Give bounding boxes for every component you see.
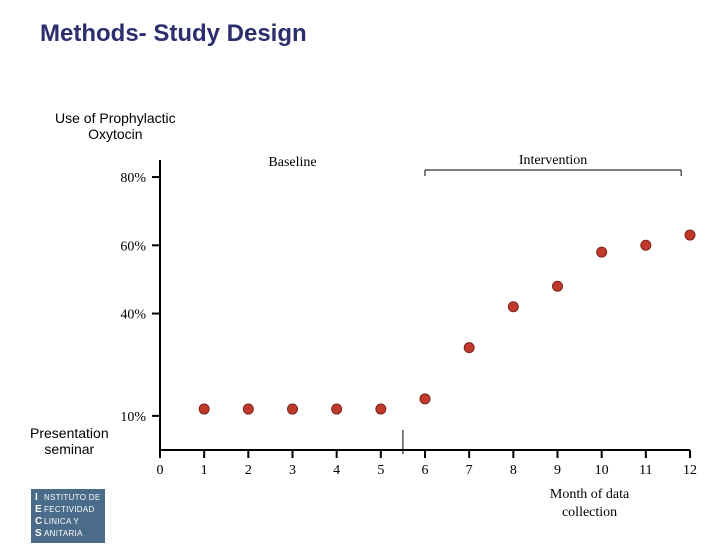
chart: 10%40%60%80%0123456789101112BaselineInte…	[0, 0, 720, 540]
logo: INSTITUTO DE EFECTIVIDAD CLINICA Y SANIT…	[30, 488, 106, 544]
logo-init-1: I	[35, 492, 44, 504]
intervention-label: Intervention	[519, 153, 587, 168]
data-point	[508, 302, 518, 312]
logo-rest-4: ANITARIA	[44, 529, 83, 538]
x-tick-label: 3	[289, 463, 296, 478]
logo-rest-2: FECTIVIDAD	[44, 505, 95, 514]
logo-init-4: S	[35, 528, 44, 540]
x-tick-label: 6	[422, 463, 429, 478]
y-tick-label: 80%	[120, 171, 146, 186]
x-tick-label: 5	[377, 463, 384, 478]
x-tick-label: 12	[683, 463, 697, 478]
data-point	[420, 394, 430, 404]
y-tick-label: 60%	[120, 239, 146, 254]
x-tick-label: 4	[333, 463, 340, 478]
y-tick-label: 40%	[120, 308, 146, 323]
x-tick-label: 10	[595, 463, 609, 478]
data-point	[597, 247, 607, 257]
x-tick-label: 2	[245, 463, 252, 478]
data-point	[243, 404, 253, 414]
x-tick-label: 11	[639, 463, 652, 478]
data-point	[199, 404, 209, 414]
x-tick-label: 8	[510, 463, 517, 478]
data-point	[553, 281, 563, 291]
data-point	[641, 240, 651, 250]
data-point	[376, 404, 386, 414]
data-point	[464, 343, 474, 353]
logo-rest-1: NSTITUTO DE	[44, 493, 101, 502]
logo-box: INSTITUTO DE EFECTIVIDAD CLINICA Y SANIT…	[30, 488, 106, 544]
baseline-label: Baseline	[268, 155, 316, 170]
x-axis-title-line2: collection	[562, 505, 617, 520]
data-point	[288, 404, 298, 414]
logo-init-2: E	[35, 504, 44, 516]
x-tick-label: 0	[157, 463, 164, 478]
x-tick-label: 1	[201, 463, 208, 478]
logo-init-3: C	[35, 516, 44, 528]
logo-rest-3: LINICA Y	[44, 517, 79, 526]
y-tick-label: 10%	[120, 410, 146, 425]
data-point	[332, 404, 342, 414]
x-tick-label: 7	[466, 463, 473, 478]
data-point	[685, 230, 695, 240]
slide: Methods- Study Design Use of Prophylacti…	[0, 0, 720, 540]
chart-svg: 10%40%60%80%0123456789101112BaselineInte…	[0, 0, 720, 540]
x-axis-title-line1: Month of data	[550, 487, 630, 502]
x-tick-label: 9	[554, 463, 561, 478]
